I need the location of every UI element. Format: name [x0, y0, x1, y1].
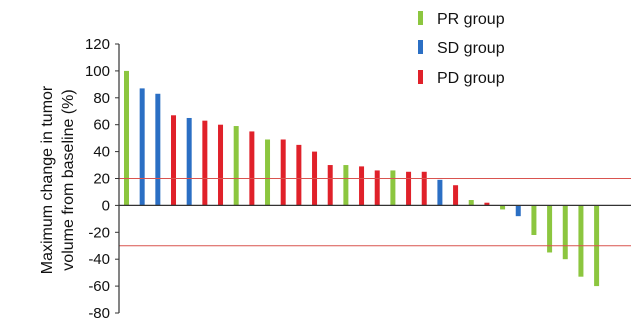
bar-26 — [515, 205, 521, 217]
bar-25 — [500, 205, 506, 210]
bar-28 — [547, 205, 553, 253]
legend-swatch — [418, 11, 423, 25]
bar-18 — [390, 170, 396, 206]
y-axis-label-line-1: Maximum change in tumor — [39, 85, 56, 274]
bar-22 — [453, 185, 459, 206]
y-tick-label: -60 — [88, 278, 110, 295]
bar-11 — [280, 139, 286, 206]
y-tick-label: 60 — [93, 117, 110, 134]
legend: PR group SD group PD group — [418, 11, 505, 87]
y-axis-label-line-2: volume from baseline (%) — [60, 89, 77, 270]
y-tick-label: -40 — [88, 251, 110, 268]
bar-20 — [421, 171, 427, 206]
bar-30 — [578, 205, 584, 277]
bar-14 — [327, 165, 333, 206]
bar-9 — [249, 131, 255, 206]
bar-8 — [233, 126, 239, 206]
bar-1 — [124, 70, 129, 206]
y-tick-label: 80 — [93, 90, 110, 107]
y-tick-label: -80 — [88, 305, 110, 321]
axes — [118, 44, 631, 313]
y-tick-label: 120 — [85, 36, 110, 53]
bar-10 — [265, 139, 271, 206]
bar-7 — [218, 124, 224, 206]
y-tick-label: 100 — [85, 63, 110, 80]
y-tick-label: -20 — [88, 224, 110, 241]
bar-12 — [296, 144, 302, 206]
bar-4 — [171, 115, 177, 206]
bar-23 — [468, 200, 474, 206]
bar-17 — [374, 170, 380, 206]
bars — [124, 70, 600, 287]
y-tick-label: 0 — [102, 197, 110, 214]
y-axis-ticks: 120 100 80 60 40 20 0 -20 -40 -60 -80 — [85, 36, 119, 321]
bar-15 — [343, 165, 349, 206]
bar-6 — [202, 120, 208, 206]
bar-2 — [139, 88, 145, 206]
y-axis-label: Maximum change in tumor volume from base… — [39, 85, 77, 274]
bar-24 — [484, 202, 490, 206]
bar-27 — [531, 205, 537, 235]
reference-lines — [119, 178, 631, 247]
legend-swatch — [418, 70, 423, 84]
bar-5 — [186, 117, 192, 206]
bar-21 — [437, 179, 443, 206]
y-tick-label: 40 — [93, 144, 110, 161]
legend-swatch — [418, 40, 423, 54]
legend-label: SD group — [437, 40, 505, 57]
y-tick-label: 20 — [93, 171, 110, 188]
legend-label: PD group — [437, 70, 505, 87]
bar-29 — [562, 205, 568, 260]
bar-19 — [406, 171, 412, 206]
bar-3 — [155, 93, 161, 206]
bar-16 — [359, 166, 365, 206]
legend-label: PR group — [437, 11, 505, 28]
